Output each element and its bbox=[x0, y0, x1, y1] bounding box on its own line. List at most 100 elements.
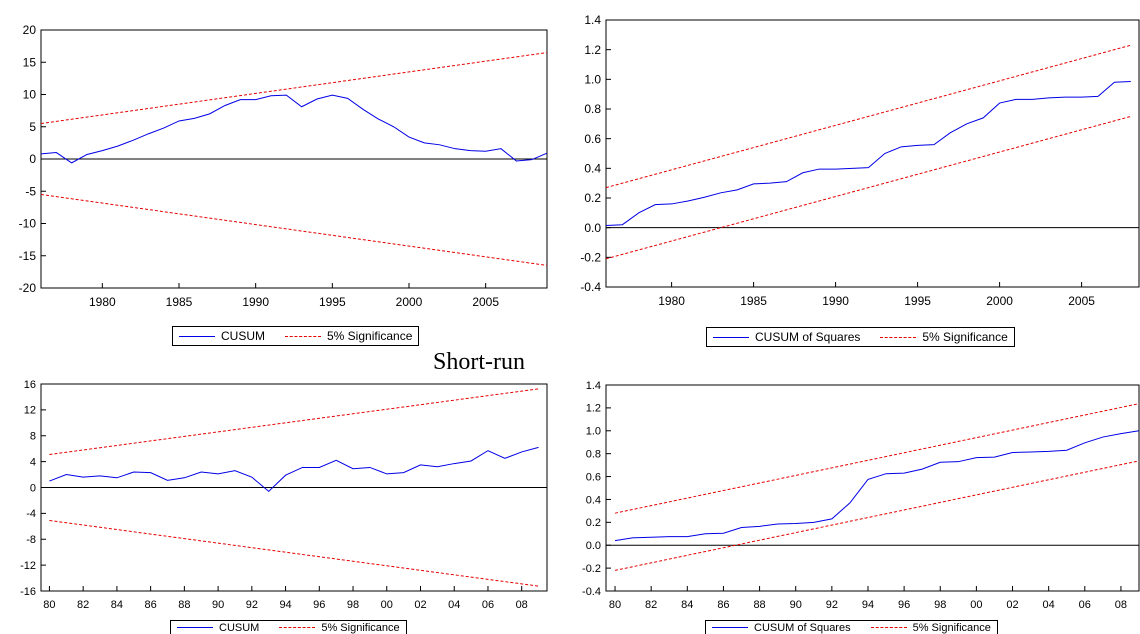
lower-bound-line bbox=[605, 115, 1131, 260]
y-tick-label: -4 bbox=[26, 508, 36, 520]
x-tick-label: 94 bbox=[279, 599, 291, 611]
legend-label-cusum-squares: CUSUM of Squares bbox=[754, 621, 851, 634]
x-tick-label: 2000 bbox=[986, 294, 1013, 308]
x-tick-label: 1995 bbox=[904, 294, 931, 308]
series-line bbox=[605, 81, 1131, 226]
lower-bound-line bbox=[614, 460, 1140, 571]
plot-frame bbox=[605, 19, 1140, 288]
y-tick-label: -5 bbox=[25, 184, 36, 198]
y-tick-label: 16 bbox=[24, 379, 36, 391]
cusum-chart-top-left: -20 -15 -10 -5 0 5 10 15 20 1980 1985 1990 1995 2000 2… bbox=[19, 23, 548, 309]
legend-swatch-cusum-squares bbox=[712, 627, 748, 628]
x-tick-label: 88 bbox=[753, 599, 765, 611]
x-tick-label: 82 bbox=[77, 599, 89, 611]
y-tick-label: 0 bbox=[29, 152, 36, 166]
y-tick-label: 1.2 bbox=[584, 43, 601, 57]
x-tick-label: 84 bbox=[681, 599, 693, 611]
x-tick-label: 80 bbox=[609, 599, 621, 611]
x-tick-label: 94 bbox=[862, 599, 874, 611]
upper-bound-line bbox=[40, 52, 548, 125]
y-tick-label: -20 bbox=[19, 281, 37, 295]
y-tick-label: -15 bbox=[19, 249, 37, 263]
y-tick-label: -10 bbox=[19, 217, 37, 231]
y-tick-label: 1.4 bbox=[584, 13, 601, 27]
x-tick-label: 98 bbox=[934, 599, 946, 611]
x-tick-label: 02 bbox=[1006, 599, 1018, 611]
y-tick-label: 20 bbox=[23, 23, 37, 37]
y-tick-label: 8 bbox=[30, 431, 36, 443]
x-tick-label: 90 bbox=[790, 599, 802, 611]
x-tick-label: 2005 bbox=[1068, 294, 1095, 308]
y-tick-label: 1.0 bbox=[584, 73, 601, 87]
x-tick-label: 82 bbox=[645, 599, 657, 611]
y-tick-label: 1.2 bbox=[586, 403, 601, 415]
legend-bottom-right: CUSUM of Squares 5% Significance bbox=[705, 620, 998, 634]
x-tick-label: 1985 bbox=[740, 294, 767, 308]
legend-label-cusum-squares: CUSUM of Squares bbox=[755, 330, 861, 344]
legend-swatch-cusum-squares bbox=[713, 336, 749, 338]
x-tick-label: 1995 bbox=[319, 295, 346, 309]
y-tick-label: 0.8 bbox=[584, 102, 601, 116]
x-tick-label: 2000 bbox=[396, 295, 423, 309]
y-tick-label: 10 bbox=[23, 88, 37, 102]
plot-frame bbox=[605, 384, 1140, 592]
x-tick-label: 80 bbox=[43, 599, 55, 611]
y-tick-label: 0 bbox=[30, 482, 36, 494]
upper-bound-line bbox=[614, 403, 1140, 514]
y-tick-label: -0.4 bbox=[580, 280, 601, 294]
x-tick-label: 96 bbox=[313, 599, 325, 611]
y-tick-label: -8 bbox=[26, 534, 36, 546]
legend-swatch-significance bbox=[880, 336, 917, 338]
y-tick-label: -16 bbox=[20, 586, 36, 598]
y-tick-label: 0.0 bbox=[584, 221, 601, 235]
y-tick-label: 0.6 bbox=[584, 132, 601, 146]
legend-swatch-cusum bbox=[177, 627, 213, 628]
x-tick-label: 08 bbox=[1115, 599, 1127, 611]
y-tick-label: 0.6 bbox=[586, 471, 601, 483]
upper-bound-line bbox=[605, 44, 1131, 189]
x-tick-label: 02 bbox=[414, 599, 426, 611]
series-line bbox=[614, 430, 1140, 542]
legend-swatch-significance bbox=[870, 627, 907, 628]
x-tick-label: 84 bbox=[111, 599, 123, 611]
y-tick-label: 0.4 bbox=[584, 162, 601, 176]
x-tick-label: 00 bbox=[970, 599, 982, 611]
lower-bound-line bbox=[49, 519, 539, 587]
y-tick-label: 0.2 bbox=[586, 517, 601, 529]
x-tick-label: 92 bbox=[246, 599, 258, 611]
x-tick-label: 04 bbox=[1043, 599, 1055, 611]
upper-bound-line bbox=[49, 388, 539, 456]
y-tick-label: 1.0 bbox=[586, 426, 601, 438]
x-tick-label: 1990 bbox=[822, 294, 849, 308]
x-tick-label: 06 bbox=[1079, 599, 1091, 611]
legend-bottom-left: CUSUM 5% Significance bbox=[170, 620, 407, 634]
series-line bbox=[40, 94, 548, 164]
y-tick-label: -0.2 bbox=[582, 563, 601, 575]
x-tick-label: 1985 bbox=[166, 295, 193, 309]
legend-label-significance: 5% Significance bbox=[912, 621, 991, 634]
x-tick-label: 00 bbox=[381, 599, 393, 611]
legend-top-right: CUSUM of Squares 5% Significance bbox=[706, 327, 1015, 347]
x-tick-label: 96 bbox=[898, 599, 910, 611]
lower-bound-line bbox=[40, 193, 548, 266]
y-tick-label: 0.0 bbox=[586, 540, 601, 552]
legend-label-cusum: CUSUM bbox=[219, 621, 260, 634]
x-tick-label: 1980 bbox=[89, 295, 116, 309]
y-tick-label: 0.2 bbox=[584, 191, 601, 205]
y-tick-label: 4 bbox=[30, 456, 36, 468]
y-tick-label: 1.4 bbox=[586, 380, 601, 392]
legend-swatch-significance bbox=[285, 335, 321, 337]
y-tick-label: 5 bbox=[29, 120, 36, 134]
x-tick-label: 04 bbox=[448, 599, 460, 611]
x-tick-label: 1990 bbox=[242, 295, 269, 309]
y-tick-label: 15 bbox=[23, 55, 37, 69]
legend-label-significance: 5% Significance bbox=[321, 621, 400, 634]
x-tick-label: 92 bbox=[826, 599, 838, 611]
series-line bbox=[49, 446, 539, 493]
y-tick-label: -12 bbox=[20, 560, 36, 572]
legend-label-significance: 5% Significance bbox=[327, 329, 413, 343]
x-tick-label: 2005 bbox=[472, 295, 499, 309]
x-tick-label: 86 bbox=[145, 599, 157, 611]
y-tick-label: 0.8 bbox=[586, 449, 601, 461]
